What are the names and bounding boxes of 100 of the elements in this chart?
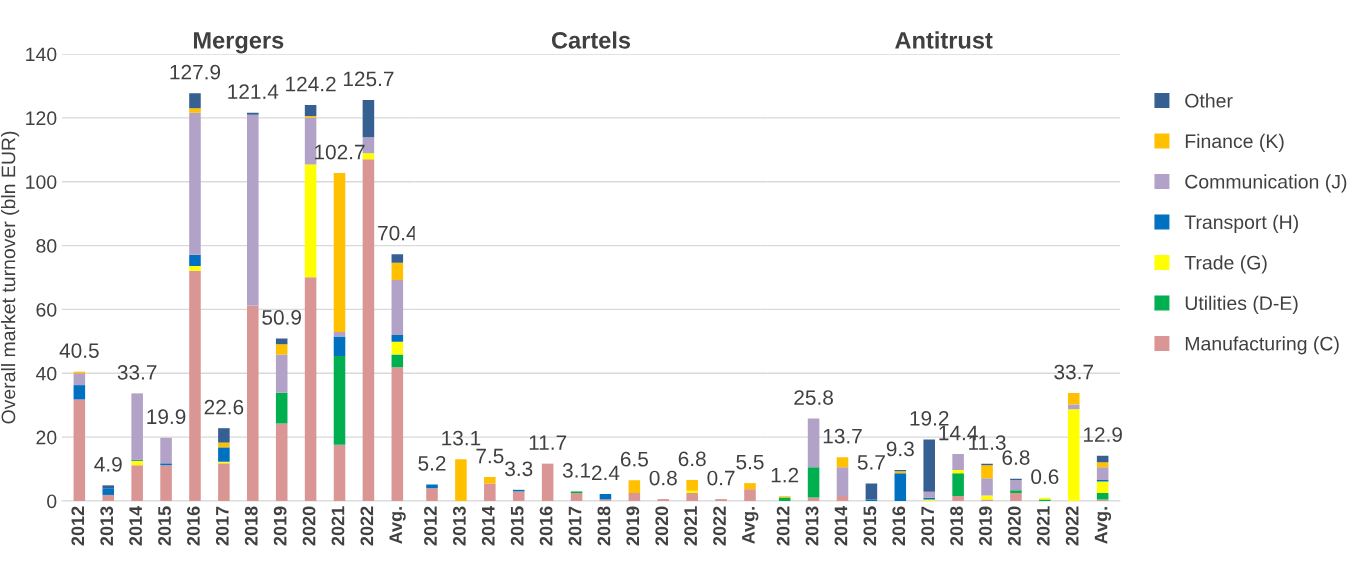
bar bbox=[391, 280, 404, 335]
x-tick-label: 2012 bbox=[776, 506, 790, 546]
x-tick-label: Avg. bbox=[389, 507, 406, 544]
bar bbox=[275, 354, 288, 393]
x-tick-label: 2018 bbox=[244, 506, 258, 546]
bar bbox=[923, 439, 935, 492]
legend-label: Utilities (D-E) bbox=[1185, 295, 1298, 314]
total-label: 125.7 bbox=[343, 71, 394, 87]
y-tick-label: 100 bbox=[26, 175, 57, 189]
bar bbox=[981, 478, 993, 496]
total-label: 9.3 bbox=[886, 441, 914, 457]
x-tick-label: 2022 bbox=[1065, 506, 1079, 546]
bar bbox=[275, 338, 288, 345]
total-label: 6.5 bbox=[620, 451, 648, 467]
bar bbox=[160, 437, 172, 464]
bar bbox=[218, 428, 230, 443]
total-label: 124.2 bbox=[286, 76, 336, 92]
x-tick-label: Avg. bbox=[1094, 507, 1112, 544]
bar bbox=[102, 488, 115, 495]
bar bbox=[541, 463, 554, 501]
x-tick-label: 2022 bbox=[713, 506, 726, 546]
x-tick-label: 2012 bbox=[424, 506, 437, 546]
total-label: 2.4 bbox=[592, 465, 620, 481]
bar bbox=[189, 254, 201, 267]
bar bbox=[1096, 481, 1109, 494]
total-label: 5.7 bbox=[857, 455, 885, 470]
x-tick-label: 2020 bbox=[1008, 506, 1021, 546]
bar bbox=[952, 495, 964, 501]
legend-label: Manufacturing (C) bbox=[1185, 336, 1339, 355]
bar bbox=[333, 332, 346, 337]
bar bbox=[894, 473, 907, 501]
bar bbox=[455, 459, 467, 501]
total-label: 1.2 bbox=[771, 467, 799, 483]
total-label: 6.8 bbox=[1002, 450, 1030, 465]
bar bbox=[304, 117, 317, 165]
x-tick-label: 2020 bbox=[302, 506, 316, 546]
bar bbox=[1067, 393, 1080, 405]
bar bbox=[923, 491, 935, 498]
bar bbox=[189, 266, 201, 271]
bar bbox=[189, 270, 201, 501]
x-tick-label: Avg. bbox=[742, 507, 759, 544]
total-label: 33.7 bbox=[1054, 364, 1093, 380]
total-label: 13.7 bbox=[823, 428, 862, 444]
bar bbox=[131, 460, 143, 466]
chart-title: Cartels bbox=[551, 31, 631, 49]
bar bbox=[160, 465, 172, 501]
total-label: 102.7 bbox=[315, 144, 365, 160]
bar bbox=[333, 356, 346, 445]
bar bbox=[1010, 479, 1022, 491]
total-label: 121.4 bbox=[228, 84, 279, 99]
bar bbox=[391, 354, 404, 368]
bar bbox=[391, 254, 404, 263]
bar bbox=[952, 454, 964, 471]
x-tick-label: 2014 bbox=[129, 505, 143, 546]
bar bbox=[73, 399, 86, 501]
bar bbox=[686, 493, 698, 501]
total-label: 7.5 bbox=[476, 448, 504, 464]
x-tick-label: 2019 bbox=[979, 506, 992, 546]
x-tick-label: 2015 bbox=[510, 506, 524, 546]
total-label: 6.8 bbox=[678, 451, 706, 467]
total-label: 50.9 bbox=[262, 310, 301, 325]
y-tick-label: 80 bbox=[36, 239, 57, 253]
bar bbox=[1010, 493, 1022, 501]
annotation: 70.4 bbox=[378, 225, 417, 241]
x-tick-label: 2017 bbox=[215, 506, 229, 546]
bar bbox=[1067, 409, 1080, 501]
bar bbox=[570, 493, 583, 501]
y-tick-label: 140 bbox=[26, 47, 57, 62]
total-label: 25.8 bbox=[794, 390, 833, 405]
x-tick-label: 2021 bbox=[684, 506, 698, 546]
annotation: 12.9 bbox=[1083, 427, 1122, 442]
bar bbox=[304, 277, 317, 501]
bar bbox=[628, 480, 641, 494]
bar bbox=[426, 484, 438, 489]
bar bbox=[628, 493, 641, 501]
bar bbox=[426, 488, 438, 501]
bar bbox=[131, 393, 143, 460]
bar bbox=[304, 164, 317, 278]
total-label: 3.3 bbox=[505, 461, 533, 477]
bar bbox=[744, 483, 756, 490]
bar bbox=[836, 467, 849, 496]
legend-label: Transport (H) bbox=[1184, 214, 1298, 233]
y-tick-label: 40 bbox=[35, 366, 57, 381]
total-label: 11.7 bbox=[529, 435, 567, 450]
x-tick-label: 2019 bbox=[626, 506, 640, 546]
bar bbox=[952, 470, 964, 474]
bar bbox=[836, 457, 849, 468]
bar bbox=[131, 465, 143, 501]
total-label: 13.1 bbox=[442, 430, 481, 446]
bar bbox=[484, 477, 496, 484]
bar bbox=[512, 491, 525, 501]
bar bbox=[865, 483, 878, 500]
bar bbox=[102, 494, 115, 501]
x-tick-label: 2012 bbox=[71, 506, 85, 546]
bar bbox=[952, 473, 964, 496]
x-tick-label: 2013 bbox=[452, 506, 466, 546]
bar bbox=[189, 108, 201, 113]
total-label: 3.1 bbox=[562, 462, 591, 478]
y-axis-title: Overall market turnover (bln EUR) bbox=[1, 131, 20, 424]
bar bbox=[189, 93, 201, 109]
